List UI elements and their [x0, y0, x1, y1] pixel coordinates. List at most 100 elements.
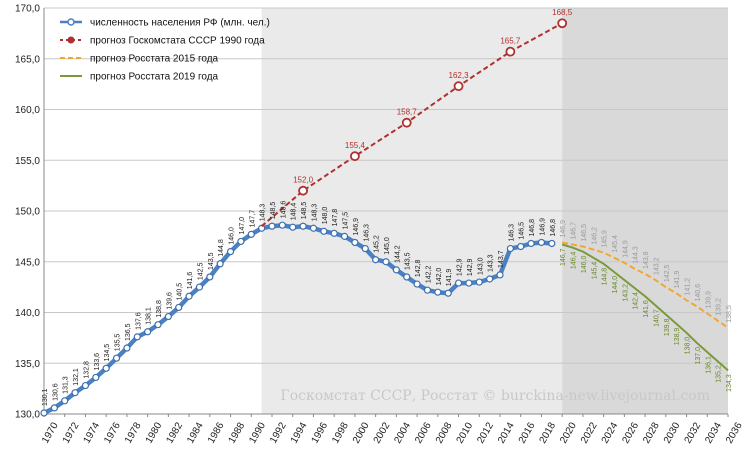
population-point — [247, 230, 255, 238]
population-point — [175, 303, 183, 312]
population-point — [403, 273, 411, 281]
y-tick-label: 140,0 — [15, 308, 40, 319]
y-tick-label: 165,0 — [15, 54, 40, 65]
population-data-label: 138,1 — [146, 307, 153, 325]
population-data-label: 145,2 — [374, 235, 381, 253]
forecast-2019-label: 138,9 — [674, 328, 681, 346]
population-point — [226, 248, 235, 256]
forecast-2015-label: 143,2 — [653, 257, 660, 275]
x-tick-label: 1978 — [123, 420, 144, 445]
population-data-label: 147,5 — [343, 212, 350, 230]
population-data-label: 147,7 — [249, 210, 256, 228]
population-point — [133, 333, 141, 341]
population-point — [517, 242, 525, 251]
x-tick-label: 1974 — [82, 420, 103, 445]
population-data-label: 138,8 — [156, 300, 163, 318]
forecast-2015-label: 143,8 — [643, 251, 650, 269]
population-point — [351, 238, 359, 247]
y-tick-label: 145,0 — [15, 257, 40, 268]
population-data-label: 148,5 — [270, 202, 277, 220]
population-data-label: 142,8 — [415, 259, 422, 277]
population-point — [423, 286, 432, 294]
x-tick-label: 1972 — [61, 420, 82, 445]
x-tick-label: 1980 — [144, 420, 165, 445]
population-point — [361, 244, 369, 253]
x-tick-label: 1994 — [289, 420, 310, 445]
population-point — [465, 279, 473, 287]
y-tick-label: 160,0 — [15, 105, 40, 116]
population-data-label: 144,8 — [218, 239, 225, 257]
population-data-label: 133,6 — [94, 353, 101, 371]
x-tick-label: 1976 — [102, 420, 123, 445]
forecast-1990-label: 155,4 — [345, 141, 366, 150]
population-point — [144, 328, 152, 336]
legend-swatch-marker — [67, 18, 75, 26]
y-tick-label: 135,0 — [15, 359, 40, 370]
population-data-label: 143,0 — [477, 257, 484, 275]
legend-entry: прогноз Росстата 2019 года — [60, 72, 219, 83]
population-point — [237, 237, 245, 246]
forecast-2015-label: 139,9 — [705, 291, 712, 309]
legend-swatch-marker — [67, 36, 75, 44]
population-data-label: 148,3 — [311, 204, 318, 222]
forecast-2019-label: 145,4 — [591, 262, 598, 280]
population-point — [392, 266, 400, 274]
forecast-1990-label: 158,7 — [397, 108, 418, 117]
population-data-label: 142,9 — [457, 258, 464, 276]
forecast-2015-label: 138,5 — [726, 305, 733, 323]
x-tick-label: 2004 — [392, 420, 413, 445]
population-data-label: 140,5 — [177, 283, 184, 301]
population-data-label: 130,6 — [52, 383, 59, 401]
population-point — [475, 278, 483, 286]
population-data-label: 143,7 — [498, 250, 505, 268]
forecast-2019-label: 144,0 — [612, 276, 619, 294]
y-tick-label: 155,0 — [15, 156, 40, 167]
population-data-label: 132,8 — [83, 361, 90, 379]
forecast-2019-label: 144,8 — [602, 268, 609, 286]
legend-label: прогноз Росстата 2015 года — [90, 54, 219, 65]
population-data-label: 146,3 — [508, 224, 515, 242]
population-data-label: 145,0 — [384, 237, 391, 255]
x-tick-label: 2012 — [475, 420, 496, 445]
population-point — [164, 312, 172, 321]
population-data-label: 137,6 — [135, 312, 142, 330]
forecast-1990-label: 162,3 — [449, 71, 470, 80]
population-point — [309, 224, 318, 232]
population-point — [340, 232, 349, 240]
forecast-2015-label: 141,9 — [674, 271, 681, 289]
population-point — [444, 289, 452, 297]
population-point — [40, 409, 48, 417]
population-point — [112, 354, 121, 362]
population-data-label: 143,5 — [208, 252, 215, 270]
forecast-2015-label: 144,9 — [622, 240, 629, 258]
forecast-2019-label: 134,3 — [726, 374, 733, 392]
x-tick-label: 2006 — [413, 420, 434, 445]
population-data-label: 142,2 — [425, 266, 432, 284]
forecast-1990-point — [298, 185, 308, 196]
forecast-2019-label: 141,6 — [643, 300, 650, 318]
population-data-label: 132,1 — [73, 368, 80, 386]
legend-entry: прогноз Росстата 2015 года — [60, 54, 219, 65]
population-data-label: 146,9 — [539, 218, 546, 236]
forecast-2019-label: 146,7 — [560, 248, 567, 266]
forecast-2019-label: 138,0 — [685, 337, 692, 355]
x-tick-label: 2036 — [724, 420, 745, 445]
x-tick-label: 2032 — [683, 420, 704, 445]
forecast-2019-label: 136,1 — [705, 356, 712, 374]
population-point — [330, 229, 338, 237]
x-tick-label: 2002 — [372, 420, 393, 445]
population-point — [372, 256, 380, 264]
x-tick-label: 2000 — [351, 420, 372, 445]
forecast-2019-label: 146,0 — [581, 256, 588, 274]
forecast-1990-point — [350, 151, 360, 162]
population-point — [320, 227, 328, 235]
population-point — [50, 404, 58, 412]
forecast-2015-label: 146,7 — [571, 222, 578, 240]
population-point — [382, 258, 390, 266]
legend-label: численность населения РФ (млн. чел.) — [90, 18, 270, 29]
population-point — [268, 222, 276, 230]
forecast-2019-label: 143,2 — [622, 284, 629, 302]
forecast-2015-label: 142,5 — [664, 265, 671, 283]
population-point — [434, 288, 442, 296]
